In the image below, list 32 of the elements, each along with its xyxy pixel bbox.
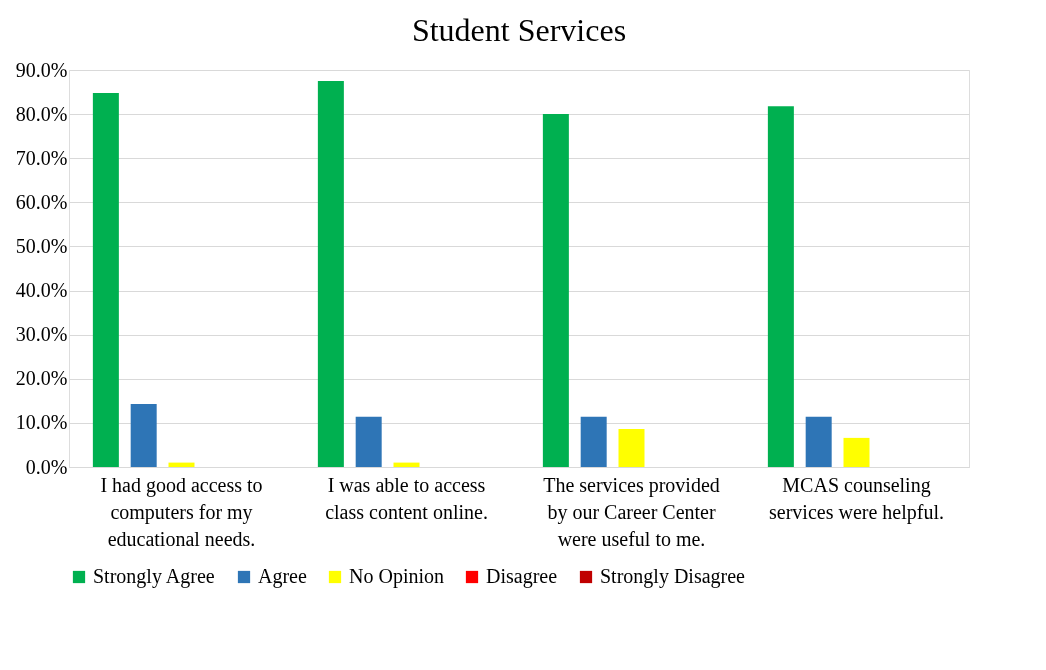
- bar: [618, 429, 645, 467]
- chart-title: Student Services: [411, 12, 627, 48]
- x-tick-label: I had good access to computers for my educational needs.: [100, 473, 263, 550]
- y-tick-label: 60.0%: [15, 190, 68, 213]
- y-tick-label: 10.0%: [15, 411, 68, 434]
- bar: [355, 416, 382, 467]
- x-tick-label: MCAS counseling services were helpful.: [769, 473, 944, 524]
- bar: [393, 462, 420, 467]
- y-tick-label: 40.0%: [15, 279, 68, 302]
- legend-label: Disagree: [486, 565, 558, 588]
- y-tick-label: 20.0%: [15, 367, 68, 390]
- x-tick-label: I was able to access class content online.: [325, 473, 488, 523]
- bar: [168, 462, 195, 467]
- legend-label: Strongly Disagree: [600, 565, 746, 588]
- bar: [130, 403, 157, 467]
- y-tick-label: 50.0%: [15, 234, 68, 257]
- bar: [805, 416, 832, 467]
- x-tick-label: The services provided by our Career Center were useful to me.: [543, 473, 720, 550]
- y-tick-label: 0.0%: [25, 455, 68, 478]
- y-tick-label: 90.0%: [15, 58, 68, 81]
- legend-label: Agree: [258, 565, 307, 588]
- bar: [580, 416, 607, 467]
- bar: [767, 106, 794, 467]
- bar: [92, 92, 119, 467]
- bar: [317, 81, 344, 467]
- bar: [843, 437, 870, 467]
- legend-label: Strongly Agree: [93, 565, 215, 588]
- y-tick-label: 30.0%: [15, 323, 68, 346]
- bar: [542, 114, 569, 467]
- y-tick-label: 80.0%: [15, 102, 68, 125]
- y-tick-label: 70.0%: [15, 146, 68, 169]
- legend-label: No Opinion: [349, 565, 444, 588]
